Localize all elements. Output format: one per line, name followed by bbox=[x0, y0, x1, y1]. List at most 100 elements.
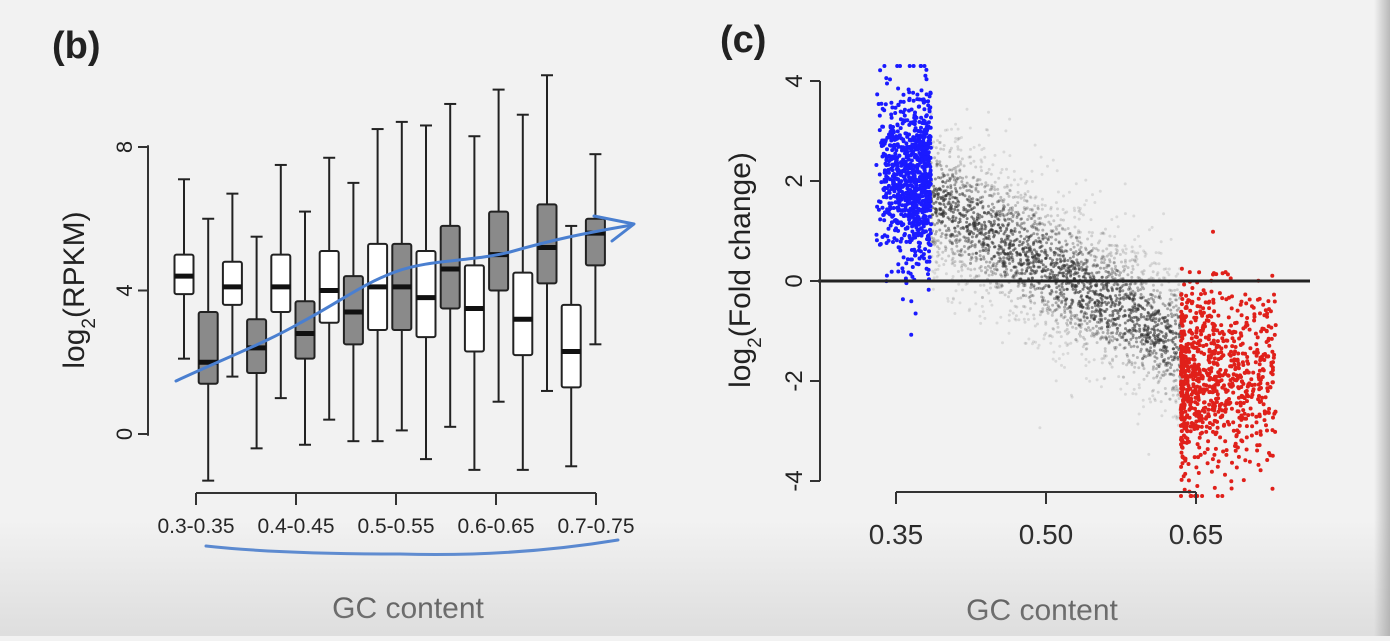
scatter-point-mid bbox=[1140, 282, 1144, 285]
scatter-point-mid bbox=[1036, 346, 1040, 350]
scatter-point-high-gc bbox=[1194, 395, 1199, 400]
scatter-point-high-gc bbox=[1224, 448, 1229, 453]
scatter-point-mid bbox=[1060, 301, 1063, 305]
scatter-point-mid bbox=[1154, 262, 1158, 266]
scatter-point-high-gc bbox=[1252, 314, 1257, 319]
scatter-point-mid bbox=[1101, 231, 1105, 235]
scatter-point-mid bbox=[974, 302, 978, 306]
scatter-point-mid bbox=[1093, 258, 1097, 262]
scatter-point-mid bbox=[1077, 251, 1081, 255]
scatter-point-low-gc bbox=[923, 73, 928, 78]
scatter-point-mid bbox=[1119, 387, 1123, 391]
scatter-point-mid bbox=[1111, 321, 1115, 325]
scatter-point-high-gc bbox=[1243, 370, 1248, 375]
scatter-point-mid bbox=[933, 223, 937, 227]
scatter-point-mid bbox=[932, 184, 936, 188]
scatter-point-mid bbox=[1016, 195, 1020, 199]
scatter-point-mid bbox=[1130, 292, 1134, 296]
scatter-point-high-gc bbox=[1262, 418, 1267, 423]
scatter-point-mid bbox=[1121, 265, 1125, 269]
scatter-point-low-gc bbox=[911, 90, 916, 95]
panel-b-y-axis: 048 bbox=[112, 141, 149, 440]
scatter-point-high-gc bbox=[1187, 270, 1192, 275]
scatter-point-mid bbox=[1110, 243, 1114, 247]
scatter-point-mid bbox=[933, 210, 937, 214]
scatter-point-mid bbox=[994, 213, 998, 217]
scatter-point-mid bbox=[1162, 267, 1166, 271]
scatter-point-mid bbox=[1024, 294, 1028, 298]
scatter-point-mid bbox=[1010, 299, 1013, 303]
scatter-point-high-gc bbox=[1211, 322, 1216, 327]
scatter-point-mid bbox=[957, 253, 961, 257]
scatter-point-mid bbox=[1160, 373, 1164, 377]
scatter-point-high-gc bbox=[1210, 422, 1215, 427]
scatter-point-low-gc bbox=[895, 123, 900, 128]
scatter-point-mid bbox=[1030, 282, 1033, 286]
scatter-point-mid bbox=[1063, 211, 1067, 215]
scatter-point-mid bbox=[1106, 270, 1110, 274]
scatter-point-mid bbox=[1043, 333, 1046, 337]
scatter-point-mid bbox=[1014, 271, 1018, 275]
scatter-point-high-gc bbox=[1252, 350, 1257, 355]
scatter-point-low-gc bbox=[874, 232, 879, 237]
scatter-point-mid bbox=[1153, 399, 1157, 402]
scatter-point-mid bbox=[1003, 264, 1007, 268]
scatter-point-mid bbox=[1155, 375, 1159, 379]
scatter-point-high-gc bbox=[1270, 453, 1275, 458]
scatter-point-low-gc bbox=[905, 257, 910, 262]
scatter-point-high-gc bbox=[1230, 376, 1235, 381]
scatter-point-mid bbox=[999, 240, 1003, 244]
scatter-point-mid bbox=[1065, 263, 1069, 267]
scatter-point-mid bbox=[966, 225, 969, 229]
scatter-point-mid bbox=[1069, 274, 1073, 278]
scatter-point-mid bbox=[968, 183, 972, 187]
scatter-point-mid bbox=[1147, 351, 1151, 354]
scatter-point-low-gc bbox=[901, 255, 906, 260]
scatter-point-mid bbox=[1009, 206, 1012, 210]
scatter-group-mid bbox=[929, 107, 1183, 456]
scatter-point-mid bbox=[979, 283, 982, 287]
scatter-point-mid bbox=[1040, 203, 1044, 207]
scatter-point-mid bbox=[1056, 207, 1059, 211]
scatter-point-high-gc bbox=[1190, 390, 1195, 395]
scatter-point-mid bbox=[1050, 289, 1054, 292]
scatter-point-mid bbox=[1014, 318, 1018, 322]
scatter-point-mid bbox=[1049, 207, 1053, 211]
scatter-point-mid bbox=[1054, 251, 1058, 255]
scatter-point-low-gc bbox=[885, 147, 889, 152]
scatter-point-low-gc bbox=[896, 269, 901, 274]
scatter-point-high-gc bbox=[1234, 434, 1239, 439]
scatter-point-mid bbox=[1084, 178, 1088, 182]
scatter-point-mid bbox=[935, 261, 939, 265]
scatter-point-high-gc bbox=[1233, 448, 1238, 453]
scatter-point-low-gc bbox=[878, 68, 883, 73]
scatter-point-mid bbox=[1095, 332, 1099, 336]
scatter-point-mid bbox=[1127, 313, 1131, 317]
scatter-point-mid bbox=[1054, 201, 1058, 205]
scatter-point-low-gc bbox=[886, 226, 891, 231]
scatter-point-low-gc bbox=[888, 212, 892, 217]
scatter-point-low-gc bbox=[874, 238, 879, 243]
scatter-point-mid bbox=[1176, 355, 1180, 359]
scatter-point-mid bbox=[1149, 349, 1153, 353]
scatter-point-mid bbox=[1001, 249, 1005, 253]
scatter-point-mid bbox=[955, 238, 959, 242]
scatter-point-mid bbox=[1139, 293, 1143, 296]
scatter-point-mid bbox=[1107, 340, 1111, 344]
scatter-point-high-gc bbox=[1181, 379, 1186, 384]
scatter-point-low-gc bbox=[877, 172, 882, 177]
box-body bbox=[270, 253, 292, 314]
scatter-point-low-gc bbox=[893, 160, 898, 165]
scatter-point-mid bbox=[953, 260, 957, 264]
scatter-point-high-gc bbox=[1196, 455, 1201, 460]
scatter-point-mid bbox=[1057, 304, 1060, 308]
scatter-point-mid bbox=[1162, 212, 1166, 216]
panel-b-box bbox=[173, 178, 195, 360]
scatter-point-mid bbox=[1092, 254, 1096, 258]
scatter-point-mid bbox=[929, 112, 933, 116]
scatter-point-high-gc bbox=[1181, 474, 1186, 479]
scatter-point-low-gc bbox=[902, 107, 907, 112]
scatter-point-mid bbox=[1085, 347, 1089, 351]
scatter-point-mid bbox=[1105, 325, 1109, 329]
scatter-point-mid bbox=[1129, 337, 1133, 341]
